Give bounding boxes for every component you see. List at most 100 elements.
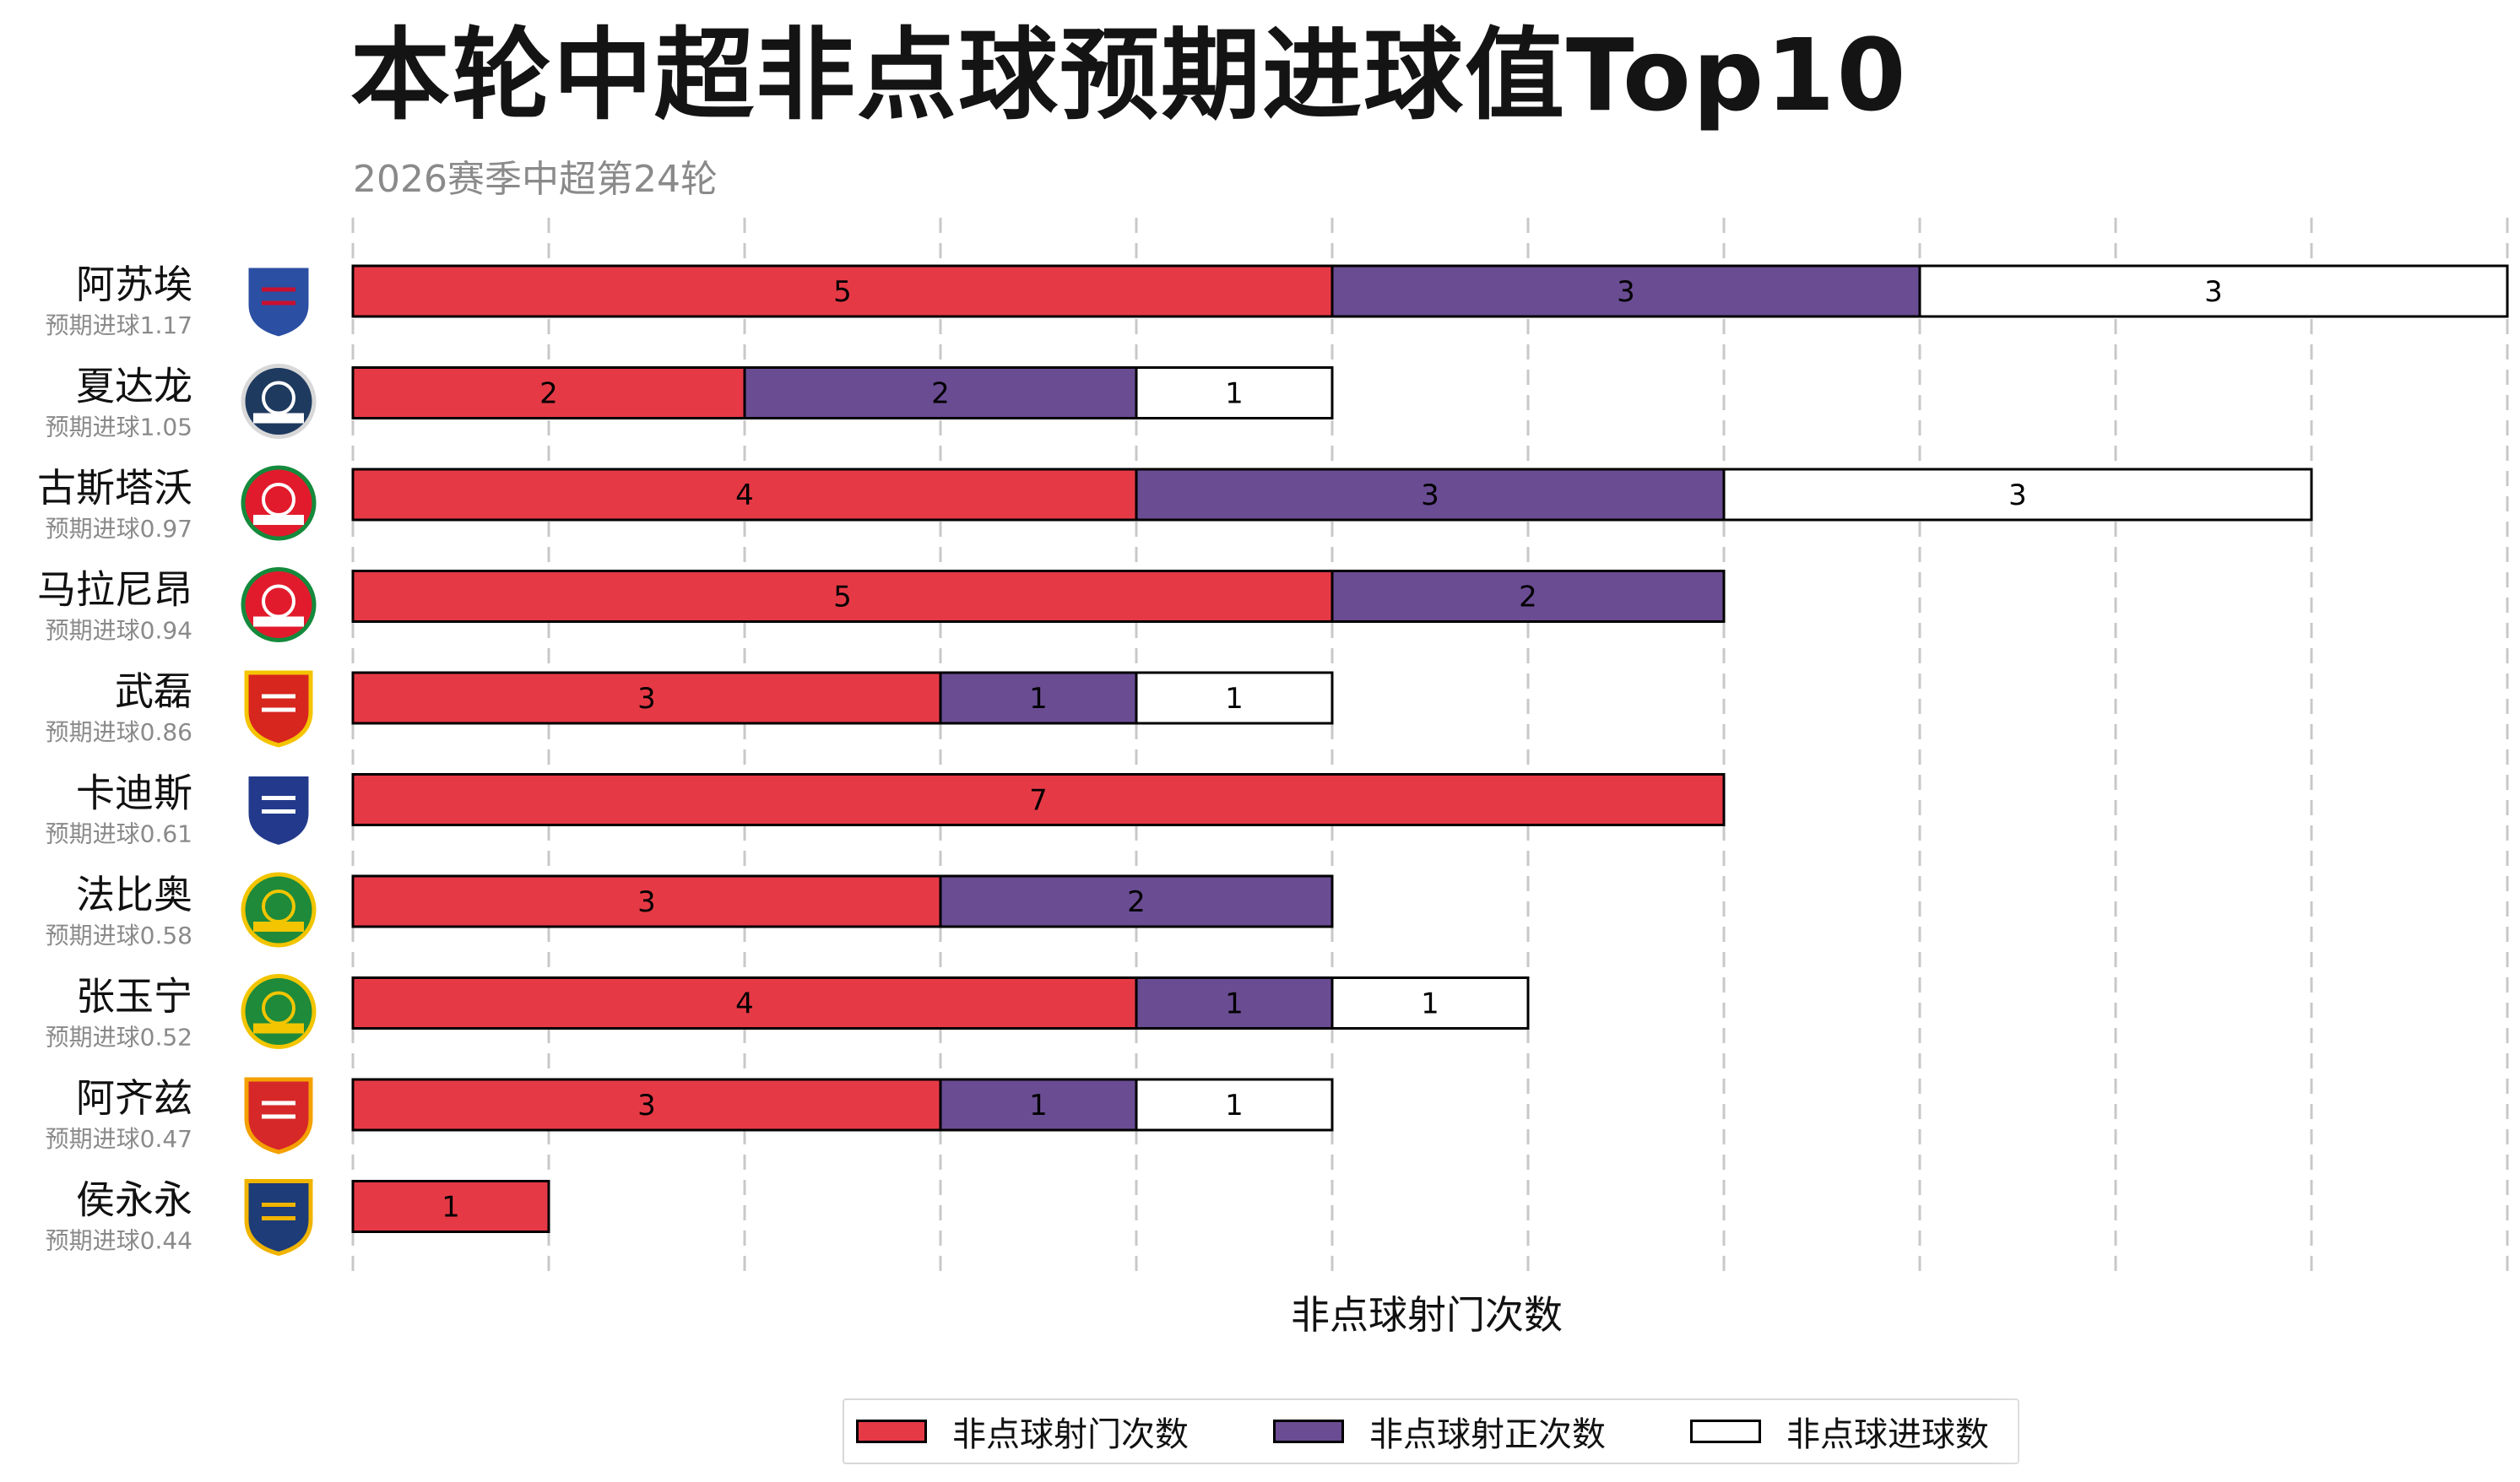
bar-segment-shots bbox=[351, 1180, 550, 1233]
bar-value-label: 1 bbox=[1225, 987, 1244, 1021]
logo-body bbox=[241, 974, 317, 1049]
bars: 5 3 32 2 14 3 35 23 1 173 24 1 13 1 11 bbox=[351, 264, 2509, 1233]
cangzhou-mighty-lions-logo bbox=[244, 1077, 313, 1155]
logo-emblem bbox=[262, 796, 295, 814]
player-xg-label: 预期进球0.97 bbox=[46, 515, 192, 543]
bar-value-label: 4 bbox=[735, 479, 754, 512]
meizhou-hakka-logo bbox=[241, 364, 317, 439]
bar-value-label: 1 bbox=[1421, 987, 1439, 1021]
bar-value-label: 2 bbox=[931, 377, 950, 411]
yunnan-yukun-logo bbox=[244, 1179, 313, 1257]
legend-label-on-target: 非点球射正次数 bbox=[1369, 1415, 1606, 1454]
bar-segment-goals bbox=[1918, 264, 2509, 318]
legend-label-goals: 非点球进球数 bbox=[1786, 1415, 1989, 1454]
bar-value-label: 1 bbox=[442, 1191, 460, 1225]
bar-segment-on-target bbox=[939, 671, 1138, 725]
player-name: 张玉宁 bbox=[76, 974, 192, 1020]
bar-segment-goals bbox=[1330, 976, 1530, 1030]
player-xg-label: 预期进球0.47 bbox=[46, 1125, 192, 1153]
bar-segment-on-target bbox=[1330, 570, 1726, 623]
player-name: 武磊 bbox=[115, 668, 192, 714]
player-xg-label: 预期进球0.94 bbox=[46, 617, 192, 645]
legend-swatch-goals bbox=[1690, 1420, 1761, 1443]
watermark-overlay bbox=[1992, 1384, 2516, 1468]
bar-value-label: 3 bbox=[2008, 479, 2027, 512]
player-xg-label: 预期进球0.61 bbox=[46, 820, 192, 848]
bar-value-label: 7 bbox=[1029, 784, 1048, 818]
player-name: 马拉尼昂 bbox=[37, 567, 192, 613]
logo-band bbox=[253, 413, 304, 424]
player-xg-label: 预期进球1.05 bbox=[46, 414, 192, 441]
bar-segment-on-target bbox=[1135, 468, 1726, 522]
logo-emblem bbox=[262, 1203, 295, 1220]
player-xg-label: 预期进球0.44 bbox=[46, 1227, 192, 1255]
henan-logo bbox=[241, 567, 317, 642]
bar-value-label: 1 bbox=[1225, 1089, 1244, 1122]
player-xg-label: 预期进球1.17 bbox=[46, 311, 192, 339]
bar-value-label: 1 bbox=[1225, 377, 1244, 411]
bar-value-label: 5 bbox=[833, 275, 852, 309]
bar-value-label: 4 bbox=[735, 987, 754, 1021]
logo-band bbox=[253, 515, 304, 525]
bar-value-label: 3 bbox=[637, 885, 656, 919]
bar-segment-shots bbox=[351, 366, 746, 419]
player-name: 阿苏埃 bbox=[76, 262, 192, 307]
bar-value-label: 3 bbox=[1617, 275, 1635, 309]
x-axis-label: 非点球射门次数 bbox=[1291, 1292, 1563, 1338]
player-name: 阿齐兹 bbox=[76, 1075, 192, 1121]
legend: 非点球射门次数 非点球射正次数 非点球进球数 bbox=[843, 1398, 2019, 1464]
bar-segment-on-target bbox=[939, 874, 1334, 928]
chart-subtitle: 2026赛季中超第24轮 bbox=[353, 158, 718, 201]
bar-segment-shots bbox=[351, 773, 1726, 826]
legend-item-goals[interactable]: 非点球进球数 bbox=[1690, 1400, 1989, 1463]
legend-swatch-on-target bbox=[1273, 1420, 1344, 1443]
logo-body bbox=[241, 465, 317, 541]
bar-value-label: 1 bbox=[1029, 1089, 1048, 1122]
logo-emblem bbox=[262, 287, 295, 306]
shanghai-port-logo bbox=[244, 670, 313, 748]
bar-value-label: 5 bbox=[833, 581, 852, 614]
bar-value-label: 3 bbox=[637, 1089, 656, 1122]
bar-segment-goals bbox=[1135, 366, 1334, 419]
bar-segment-shots bbox=[351, 976, 1138, 1030]
bar-value-label: 3 bbox=[2204, 275, 2223, 309]
logo-emblem bbox=[262, 1101, 295, 1119]
bar-segment-shots bbox=[351, 671, 942, 725]
player-name: 古斯塔沃 bbox=[37, 465, 192, 511]
henan-logo bbox=[241, 465, 317, 541]
bar-segment-goals bbox=[1135, 671, 1334, 725]
bar-segment-shots bbox=[351, 468, 1138, 522]
player-xg-label: 预期进球0.58 bbox=[46, 922, 192, 949]
logo-body bbox=[241, 364, 317, 439]
chart-title: 本轮中超非点球预期进球值Top10 bbox=[350, 17, 1908, 133]
tianjin-jinmen-tiger-logo bbox=[244, 772, 313, 850]
bar-segment-goals bbox=[1135, 1078, 1334, 1132]
beijing-guoan-logo bbox=[241, 872, 317, 948]
player-name: 夏达龙 bbox=[76, 364, 192, 409]
shanghai-shenhua-logo bbox=[244, 263, 313, 341]
legend-item-shots[interactable]: 非点球射门次数 bbox=[856, 1400, 1189, 1463]
bar-value-label: 2 bbox=[539, 377, 558, 411]
logo-emblem bbox=[262, 694, 295, 712]
logo-body bbox=[241, 872, 317, 948]
legend-swatch-shots bbox=[856, 1420, 927, 1443]
bar-segment-on-target bbox=[743, 366, 1138, 419]
legend-item-on-target[interactable]: 非点球射正次数 bbox=[1273, 1400, 1606, 1463]
logo-band bbox=[253, 1023, 304, 1034]
player-name: 卡迪斯 bbox=[76, 771, 192, 816]
bar-value-label: 3 bbox=[637, 682, 656, 716]
bar-value-label: 1 bbox=[1029, 682, 1048, 716]
legend-label-shots: 非点球射门次数 bbox=[952, 1415, 1189, 1454]
bar-value-label: 1 bbox=[1225, 682, 1244, 716]
beijing-guoan-logo bbox=[241, 974, 317, 1049]
bar-segment-goals bbox=[1722, 468, 2313, 522]
bar-segment-shots bbox=[351, 264, 1334, 318]
logo-band bbox=[253, 922, 304, 932]
bar-value-label: 2 bbox=[1519, 581, 1537, 614]
bar-value-label: 2 bbox=[1127, 885, 1146, 919]
player-xg-label: 预期进球0.52 bbox=[46, 1024, 192, 1052]
player-name: 法比奥 bbox=[76, 872, 192, 917]
logo-band bbox=[253, 616, 304, 627]
